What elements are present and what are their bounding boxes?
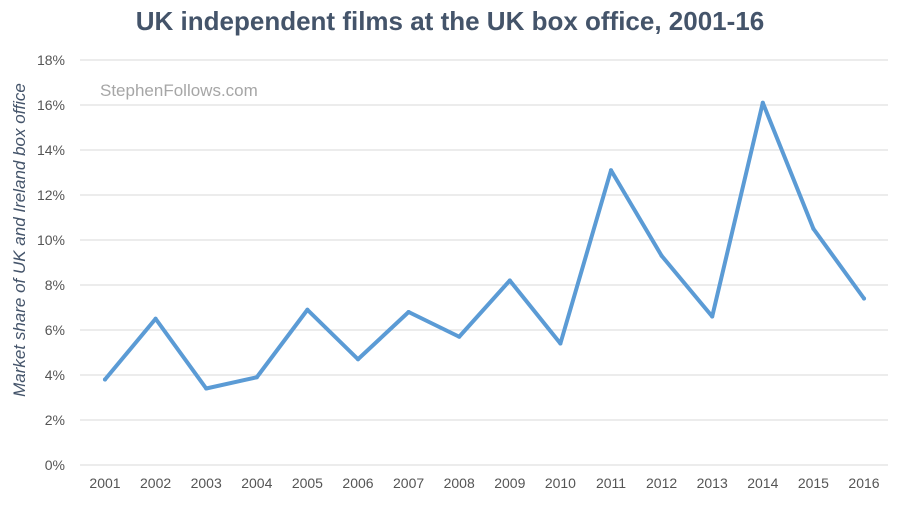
x-axis-ticks: 2001 2002 2003 2004 2005 2006 2007 2008 2009 2010… — [89, 475, 879, 491]
x-tick-label: 2012 — [646, 475, 677, 491]
y-tick-label: 12% — [37, 187, 65, 203]
series-group — [103, 100, 866, 391]
data-point — [305, 307, 310, 312]
x-tick-label: 2014 — [747, 475, 778, 491]
y-tick-label: 8% — [45, 277, 65, 293]
y-tick-label: 10% — [37, 232, 65, 248]
chart-title: UK independent films at the UK box offic… — [135, 6, 765, 36]
data-point — [609, 168, 613, 173]
x-tick-label: 2003 — [191, 475, 222, 491]
x-tick-label: 2004 — [241, 475, 272, 491]
data-point — [710, 314, 715, 319]
data-point — [558, 341, 563, 346]
data-point — [356, 357, 360, 362]
x-tick-label: 2009 — [494, 475, 525, 491]
x-tick-label: 2011 — [596, 475, 626, 491]
data-point — [254, 375, 259, 380]
x-tick-label: 2015 — [798, 475, 829, 491]
data-point — [153, 316, 158, 321]
y-tick-label: 18% — [37, 52, 65, 68]
data-point — [659, 253, 664, 258]
data-point — [457, 334, 462, 339]
y-axis-ticks: 0% 2% 4% 6% 8% 10% 12% 14% 16% 18% — [37, 52, 65, 473]
y-tick-label: 16% — [37, 97, 65, 113]
data-point — [862, 296, 866, 301]
x-tick-label: 2008 — [444, 475, 475, 491]
data-point — [204, 386, 209, 391]
data-point — [760, 100, 765, 105]
x-tick-label: 2007 — [393, 475, 424, 491]
data-point — [103, 377, 107, 382]
y-tick-label: 2% — [45, 412, 65, 428]
x-tick-label: 2016 — [848, 475, 879, 491]
y-tick-label: 0% — [45, 457, 65, 473]
y-tick-label: 14% — [37, 142, 65, 158]
data-point — [406, 310, 411, 314]
data-point — [507, 278, 512, 283]
x-tick-label: 2005 — [292, 475, 323, 491]
y-tick-label: 4% — [45, 367, 65, 383]
y-axis-label: Market share of UK and Ireland box offic… — [10, 83, 29, 397]
gridlines — [80, 59, 888, 466]
y-tick-label: 6% — [45, 322, 65, 338]
x-tick-label: 2006 — [342, 475, 373, 491]
x-tick-label: 2010 — [545, 475, 576, 491]
series-line — [103, 100, 866, 391]
x-tick-label: 2001 — [89, 475, 120, 491]
x-tick-label: 2002 — [140, 475, 171, 491]
x-tick-label: 2013 — [697, 475, 728, 491]
data-point — [811, 226, 816, 231]
watermark-text: StephenFollows.com — [100, 81, 258, 100]
